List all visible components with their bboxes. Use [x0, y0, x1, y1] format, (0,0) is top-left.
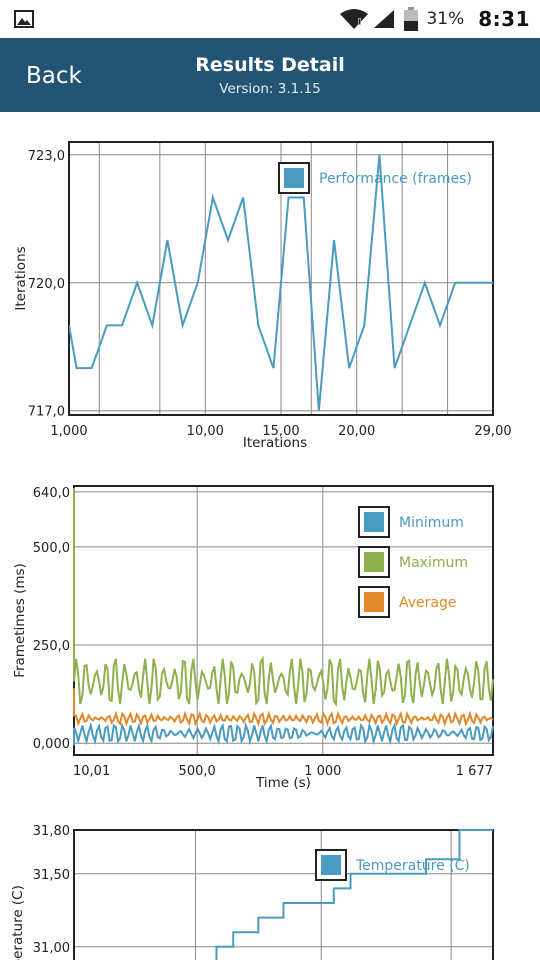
- gallery-icon: [14, 10, 34, 28]
- plot-frame: [73, 829, 494, 960]
- x-axis-title: Time (s): [255, 775, 311, 791]
- legend-performance-label: Performance (frames): [319, 171, 472, 187]
- x-tick-label: 20,00: [338, 424, 375, 439]
- y-tick-label: 720,0: [28, 277, 65, 292]
- x-tick-label: 1,000: [50, 424, 87, 439]
- series-line-performance: [69, 154, 493, 411]
- legend-temperature-swatch: [321, 855, 341, 875]
- x-tick-label: 1 677: [456, 764, 493, 779]
- page-title: Results Detail: [195, 54, 345, 76]
- status-bar: 31% 8:31: [0, 0, 540, 38]
- frametimes-chart: 0,000 250,0 500,0 640,0 10,01 500,0 1 000 1 677…: [0, 472, 540, 812]
- y-tick-label: 0,000: [33, 737, 70, 752]
- plot-frame: [68, 141, 494, 416]
- y-axis-title: Iterations: [13, 246, 29, 310]
- y-tick-label: 640,0: [33, 486, 70, 501]
- y-axis-title: Temperature (C): [10, 885, 26, 960]
- y-tick-label: 31,50: [33, 868, 70, 883]
- wifi-icon: [340, 9, 369, 29]
- series-line-average: [73, 688, 494, 727]
- version-label: Version: 3.1.15: [219, 81, 321, 97]
- y-axis-title: Frametimes (ms): [12, 563, 28, 678]
- y-tick-label: 500,0: [33, 541, 70, 556]
- legend-average-label: Average: [399, 595, 457, 611]
- legend-maximum-label: Maximum: [399, 555, 468, 571]
- temperature-chart-svg: 31,00 31,50 31,80 Temperature (C) Temperatur…: [10, 824, 494, 960]
- legend-performance-swatch: [284, 168, 304, 188]
- x-tick-label: 15,00: [262, 424, 299, 439]
- signal-icon: [374, 10, 395, 28]
- battery-percent: 31%: [426, 9, 465, 29]
- x-axis-title: Iterations: [243, 435, 307, 451]
- y-tick-label: 717,0: [28, 405, 65, 420]
- x-tick-label: 10,00: [187, 424, 224, 439]
- y-tick-label: 250,0: [33, 639, 70, 654]
- x-tick-label: 1 000: [304, 764, 341, 779]
- app-bar: Back Results Detail Version: 3.1.15: [0, 38, 540, 112]
- temperature-chart: 31,00 31,50 31,80 Temperature (C) Temperatur…: [0, 816, 540, 960]
- legend-minimum-label: Minimum: [399, 515, 464, 531]
- legend-temperature-label: Temperature (C): [355, 858, 470, 874]
- clock: 8:31: [478, 7, 530, 31]
- x-tick-label: 500,0: [179, 764, 216, 779]
- legend-minimum-swatch: [364, 512, 384, 532]
- frametimes-chart-svg: 0,000 250,0 500,0 640,0 10,01 500,0 1 000 1 677…: [12, 485, 494, 791]
- performance-chart: 717,0 720,0 723,0 1,000 10,00 15,00 20,00 29,00…: [0, 128, 540, 458]
- y-tick-label: 723,0: [28, 149, 65, 164]
- x-tick-label: 10,01: [73, 764, 110, 779]
- x-tick-label: 29,00: [474, 424, 511, 439]
- series-line-minimum: [73, 721, 494, 746]
- performance-chart-svg: 717,0 720,0 723,0 1,000 10,00 15,00 20,00 29,00…: [13, 141, 512, 451]
- y-tick-label: 31,80: [33, 824, 70, 839]
- legend-maximum-swatch: [364, 552, 384, 572]
- battery-icon: [404, 7, 419, 31]
- series-line-temperature: [215, 829, 493, 960]
- y-tick-label: 31,00: [33, 941, 70, 956]
- legend-average-swatch: [364, 592, 384, 612]
- back-button[interactable]: Back: [26, 63, 82, 89]
- series-line-maximum: [73, 488, 494, 707]
